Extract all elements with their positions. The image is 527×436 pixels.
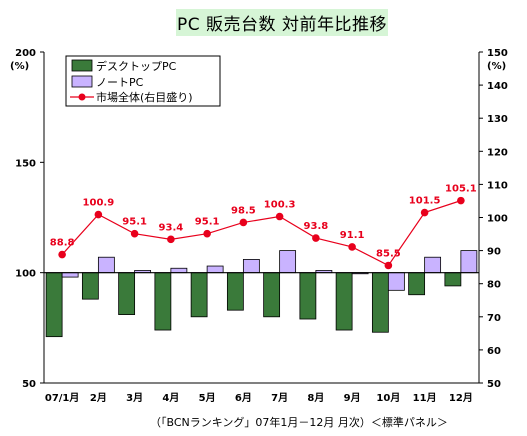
- right-tick-label: 50: [487, 379, 501, 390]
- desktop-bar: [335, 272, 353, 331]
- right-tick-label: 120: [487, 147, 508, 158]
- left-tick-label: 200: [15, 48, 36, 59]
- market-point: [312, 234, 320, 242]
- market-point: [130, 229, 139, 238]
- chart-title: PC 販売台数 対前年比推移: [177, 15, 387, 35]
- market-point: [275, 212, 284, 221]
- source-note: （「BCNランキング」07年1月－12月 月次）＜標準パネル＞: [150, 416, 448, 429]
- market-point: [58, 250, 66, 259]
- market-data-label: 100.9: [83, 198, 115, 209]
- title-box: PC 販売台数 対前年比推移: [176, 9, 388, 36]
- legend-desktop-label: デスクトップPC: [96, 59, 177, 73]
- desktop-bar: [226, 272, 244, 311]
- notebook-bar: [170, 267, 188, 274]
- notebook-bar: [424, 256, 442, 274]
- notebook-bar: [387, 272, 405, 291]
- right-tick-label: 70: [487, 313, 501, 324]
- market-data-label: 93.4: [159, 222, 184, 233]
- category-label: 07/1月: [45, 392, 80, 404]
- left-axis-unit: (%): [10, 61, 29, 72]
- desktop-bar: [408, 272, 426, 296]
- desktop-bar: [299, 272, 317, 320]
- right-tick-label: 140: [487, 81, 508, 92]
- category-label: 6月: [235, 392, 252, 404]
- desktop-bar: [118, 272, 136, 315]
- right-axis-unit: (%): [487, 61, 506, 72]
- notebook-bar: [279, 250, 297, 274]
- category-label: 12月: [449, 392, 473, 404]
- market-data-label: 93.8: [304, 221, 329, 232]
- category-label: 10月: [376, 392, 400, 404]
- right-tick-label: 80: [487, 280, 501, 291]
- desktop-bar: [154, 272, 172, 331]
- market-data-label: 88.8: [50, 238, 75, 249]
- market-data-label: 98.5: [231, 205, 256, 216]
- category-label: 8月: [307, 392, 324, 404]
- left-tick-label: 100: [15, 269, 36, 280]
- category-label: 5月: [199, 392, 216, 404]
- market-data-label: 95.1: [195, 217, 220, 228]
- market-data-label: 100.3: [264, 200, 296, 211]
- market-point: [457, 196, 465, 205]
- market-data-label: 105.1: [445, 184, 477, 195]
- notebook-bar: [206, 265, 224, 274]
- category-label: 3月: [126, 392, 143, 404]
- left-tick-label: 50: [22, 379, 36, 390]
- market-point: [384, 261, 393, 270]
- right-tick-label: 110: [487, 180, 508, 191]
- category-label: 7月: [271, 392, 288, 404]
- desktop-bar: [190, 272, 208, 318]
- market-point: [348, 243, 356, 251]
- market-point: [94, 210, 103, 219]
- category-label: 2月: [90, 392, 107, 404]
- right-tick-label: 130: [487, 114, 508, 125]
- notebook-bar: [460, 250, 478, 274]
- legend-notebook-swatch: [71, 75, 93, 88]
- desktop-bar: [444, 272, 462, 287]
- market-point: [167, 235, 175, 244]
- legend-market-label: 市場全体(右目盛り): [96, 90, 193, 104]
- legend-market-marker: [78, 93, 86, 101]
- right-tick-label: 100: [487, 214, 508, 225]
- market-data-label: 95.1: [122, 217, 147, 228]
- desktop-bar: [371, 272, 389, 333]
- market-data-label: 91.1: [340, 230, 365, 241]
- market-point: [420, 208, 429, 217]
- left-tick-label: 150: [15, 158, 36, 169]
- legend-desktop-swatch: [71, 59, 93, 72]
- market-line: [61, 200, 462, 267]
- notebook-bar: [242, 259, 260, 274]
- desktop-bar: [45, 272, 63, 338]
- notebook-bar: [61, 272, 79, 278]
- market-data-label: 85.5: [376, 248, 401, 259]
- right-tick-label: 150: [487, 48, 508, 59]
- right-tick-label: 90: [487, 247, 501, 258]
- desktop-bar: [81, 272, 99, 300]
- category-label: 11月: [413, 392, 437, 404]
- market-data-label: 101.5: [409, 196, 441, 207]
- legend-notebook-label: ノートPC: [96, 76, 144, 89]
- market-point: [239, 218, 248, 227]
- desktop-bar: [263, 272, 281, 318]
- category-label: 4月: [162, 392, 179, 404]
- category-label: 9月: [344, 392, 361, 404]
- right-tick-label: 60: [487, 346, 501, 357]
- market-point: [203, 229, 211, 238]
- notebook-bar: [97, 256, 115, 274]
